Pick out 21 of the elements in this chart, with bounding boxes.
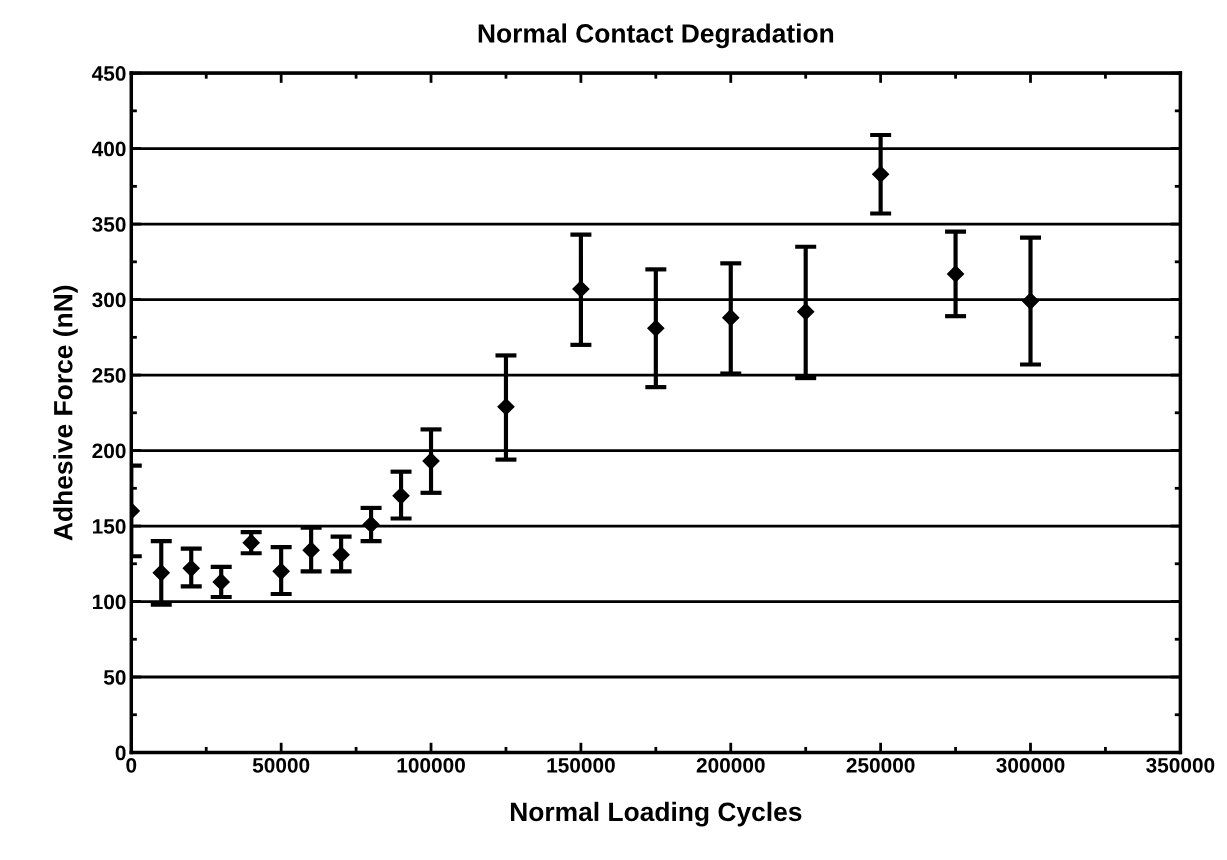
y-tick-label: 50	[103, 670, 126, 685]
y-tick-label: 350	[92, 217, 126, 232]
y-tick-label: 150	[92, 519, 126, 534]
x-tick-label: 200000	[696, 757, 765, 773]
y-tick-label: 400	[91, 141, 126, 157]
x-tick-label: 150000	[547, 757, 615, 773]
y-tick-label: 300	[92, 292, 126, 308]
y-axis-title: Adhesive Force (nN)	[53, 285, 78, 541]
x-tick-label: 100000	[397, 757, 465, 773]
y-tick-label: 200	[92, 443, 126, 459]
x-tick-label: 50000	[252, 757, 310, 773]
x-tick-label: 250000	[846, 757, 915, 773]
y-tick-label: 450	[91, 66, 126, 81]
chart-title: Normal Contact Degradation	[478, 23, 834, 49]
x-tick-label: 350000	[1146, 757, 1215, 773]
y-tick-label: 100	[92, 594, 126, 610]
x-axis-title: Normal Loading Cycles	[510, 801, 802, 827]
x-tick-label: 300000	[996, 757, 1065, 773]
y-tick-label: 250	[92, 368, 126, 383]
x-tick-label: 0	[126, 757, 137, 773]
y-tick-label: 0	[115, 745, 126, 761]
